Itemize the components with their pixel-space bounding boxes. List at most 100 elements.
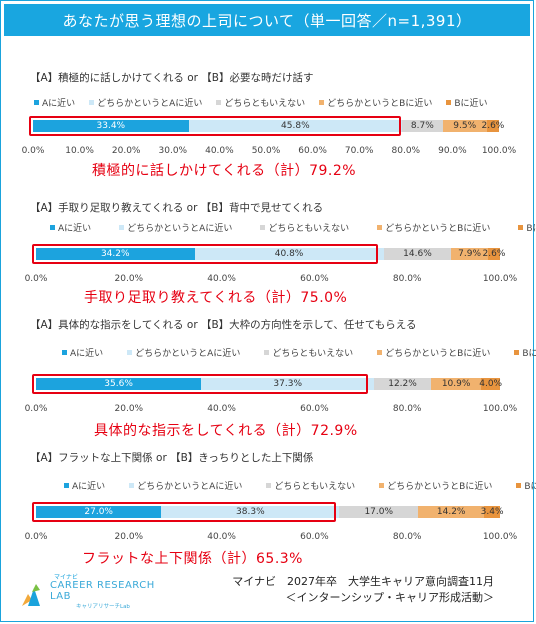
- stacked-bar-2: 34.2% 40.8% 14.6% 7.9% 2.6%: [36, 248, 505, 260]
- bar-segment-lean-a: 38.3%: [161, 506, 340, 518]
- legend-label-lean-a: どちらかというとAに近い: [127, 224, 233, 234]
- legend-label-lean-a: どちらかというとAに近い: [97, 99, 203, 109]
- data-label-lean-a: 37.3%: [273, 379, 302, 389]
- axis-tick-label: 70.0%: [344, 146, 374, 156]
- logo-small-text: マイナビ: [54, 574, 78, 581]
- legend-item-lean-a: どちらかというとAに近い: [89, 96, 202, 109]
- bar-segment-a: 35.6%: [36, 378, 202, 390]
- data-label-b: 4.0%: [479, 379, 503, 389]
- axis-tick-label: 100.0%: [482, 532, 518, 542]
- legend-item-a: Aに近い: [50, 221, 91, 234]
- data-label-a: 33.4%: [96, 121, 126, 131]
- legend-label-neutral: どちらともいえない: [272, 349, 354, 359]
- legend-swatch-b: [516, 483, 522, 488]
- legend-label-b: Bに近い: [522, 349, 536, 359]
- question-label-4: 【A】フラットな上下関係 or 【B】きっちりとした上下関係: [30, 452, 314, 464]
- axis-tick-label: 20.0%: [114, 532, 144, 542]
- legend-swatch-a: [50, 225, 55, 230]
- legend-swatch-a: [64, 483, 69, 488]
- legend-label-lean-a: どちらかというとAに近い: [137, 482, 243, 492]
- source-note: マイナビ 2027年卒 大学生キャリア意向調査11月 ＜インターンシップ・キャリ…: [232, 574, 494, 606]
- legend-item-a: Aに近い: [62, 346, 103, 359]
- legend-swatch-lean-b: [319, 100, 325, 105]
- legend-swatch-neutral: [260, 225, 266, 230]
- logo-main-line1: CAREER RESEARCH: [50, 580, 155, 591]
- axis-tick-label: 60.0%: [300, 532, 329, 542]
- axis-tick-label: 10.0%: [65, 146, 94, 156]
- axis-tick-label: 80.0%: [392, 274, 422, 284]
- summary-total-3: 具体的な指示をしてくれる（計）72.9%: [94, 423, 358, 439]
- summary-total-2: 手取り足取り教えてくれる（計）75.0%: [84, 290, 348, 306]
- legend-swatch-neutral: [264, 350, 270, 355]
- axis-tick-label: 80.0%: [391, 146, 421, 156]
- axis-tick-label: 80.0%: [392, 404, 422, 414]
- legend-item-lean-b: どちらかというとBに近い: [319, 96, 432, 109]
- legend-swatch-a: [62, 350, 67, 355]
- legend-swatch-b: [446, 100, 452, 105]
- legend-swatch-a: [34, 100, 39, 105]
- bar-segment-b: 3.4%: [481, 506, 504, 518]
- legend-label-b: Bに近い: [526, 224, 536, 234]
- legend-swatch-lean-a: [127, 350, 133, 355]
- bar-segment-lean-b: 10.9%: [430, 378, 482, 390]
- logo-mark-icon: [22, 584, 40, 606]
- axis-tick-label: 60.0%: [298, 146, 327, 156]
- data-label-a: 34.2%: [100, 249, 130, 259]
- bar-segment-b: 2.6%: [483, 248, 505, 260]
- bar-segment-neutral: 8.7%: [402, 120, 443, 132]
- question-label-2: 【A】手取り足取り教えてくれる or 【B】背中で見せてくれる: [30, 202, 324, 214]
- career-research-lab-logo: マイナビ CAREER RESEARCH LAB キャリアリサーチLab: [20, 572, 160, 614]
- axis-tick-label: 40.0%: [205, 146, 234, 156]
- legend-swatch-b: [518, 225, 524, 230]
- legend-item-a: Aに近い: [34, 96, 75, 109]
- legend-swatch-lean-b: [377, 225, 383, 230]
- axis-tick-label: 60.0%: [300, 404, 329, 414]
- data-label-neutral: 12.2%: [388, 379, 417, 389]
- data-label-lean-b: 9.5%: [453, 121, 477, 131]
- legend-item-neutral: どちらともいえない: [266, 479, 355, 492]
- bar-segment-neutral: 14.6%: [383, 248, 452, 260]
- legend-4: Aに近い どちらかというとAに近い どちらともいえない どちらかというとBに近い Bに近…: [64, 479, 536, 492]
- legend-label-a: Aに近い: [42, 99, 76, 109]
- legend-item-lean-b: どちらかというとBに近い: [377, 346, 490, 359]
- legend-swatch-b: [514, 350, 520, 355]
- data-label-b: 2.6%: [481, 121, 505, 131]
- legend-label-b: Bに近い: [524, 482, 536, 492]
- axis-tick-label: 20.0%: [111, 146, 141, 156]
- axis-tick-label: 100.0%: [482, 274, 518, 284]
- bar-segment-neutral: 12.2%: [374, 378, 431, 390]
- source-line-2: ＜インターンシップ・キャリア形成活動＞: [285, 591, 494, 604]
- data-label-lean-b: 7.9%: [458, 249, 482, 259]
- legend-item-lean-b: どちらかというとBに近い: [379, 479, 492, 492]
- legend-label-lean-b: どちらかというとBに近い: [327, 99, 433, 109]
- legend-item-b: Bに近い: [446, 96, 488, 109]
- legend-label-a: Aに近い: [70, 349, 104, 359]
- legend-label-neutral: どちらともいえない: [224, 99, 306, 109]
- axis-tick-label: 100.0%: [482, 404, 518, 414]
- bar-segment-b: 4.0%: [479, 378, 503, 390]
- logo-sub-text: キャリアリサーチLab: [76, 604, 130, 610]
- legend-1: Aに近い どちらかというとAに近い どちらともいえない どちらかというとBに近い Bに近…: [34, 96, 488, 109]
- legend-item-lean-a: どちらかというとAに近い: [127, 346, 240, 359]
- bar-segment-a: 34.2%: [36, 248, 195, 260]
- legend-swatch-lean-a: [89, 100, 95, 105]
- summary-total-4: フラットな上下関係（計）65.3%: [82, 551, 303, 567]
- bar-segment-lean-b: 14.2%: [418, 506, 485, 518]
- legend-label-neutral: どちらともいえない: [268, 224, 350, 234]
- legend-swatch-lean-b: [377, 350, 383, 355]
- logo-main-line2: LAB: [50, 591, 72, 602]
- axis-tick-label: 40.0%: [207, 274, 236, 284]
- a-side-highlight-box: [32, 374, 368, 394]
- a-side-highlight-box: [29, 116, 401, 136]
- data-label-neutral: 17.0%: [364, 507, 394, 517]
- axis-tick-label: 20.0%: [114, 274, 144, 284]
- legend-swatch-lean-b: [379, 483, 385, 488]
- axis-tick-label: 30.0%: [158, 146, 188, 156]
- axis-tick-label: 0.0%: [24, 404, 48, 414]
- axis-tick-label: 0.0%: [24, 274, 48, 284]
- legend-swatch-lean-a: [129, 483, 135, 488]
- bar-segment-b: 2.6%: [481, 120, 504, 132]
- chart-title: あなたが思う理想の上司について（単一回答／n=1,391）: [4, 4, 530, 36]
- axis-tick-label: 50.0%: [251, 146, 281, 156]
